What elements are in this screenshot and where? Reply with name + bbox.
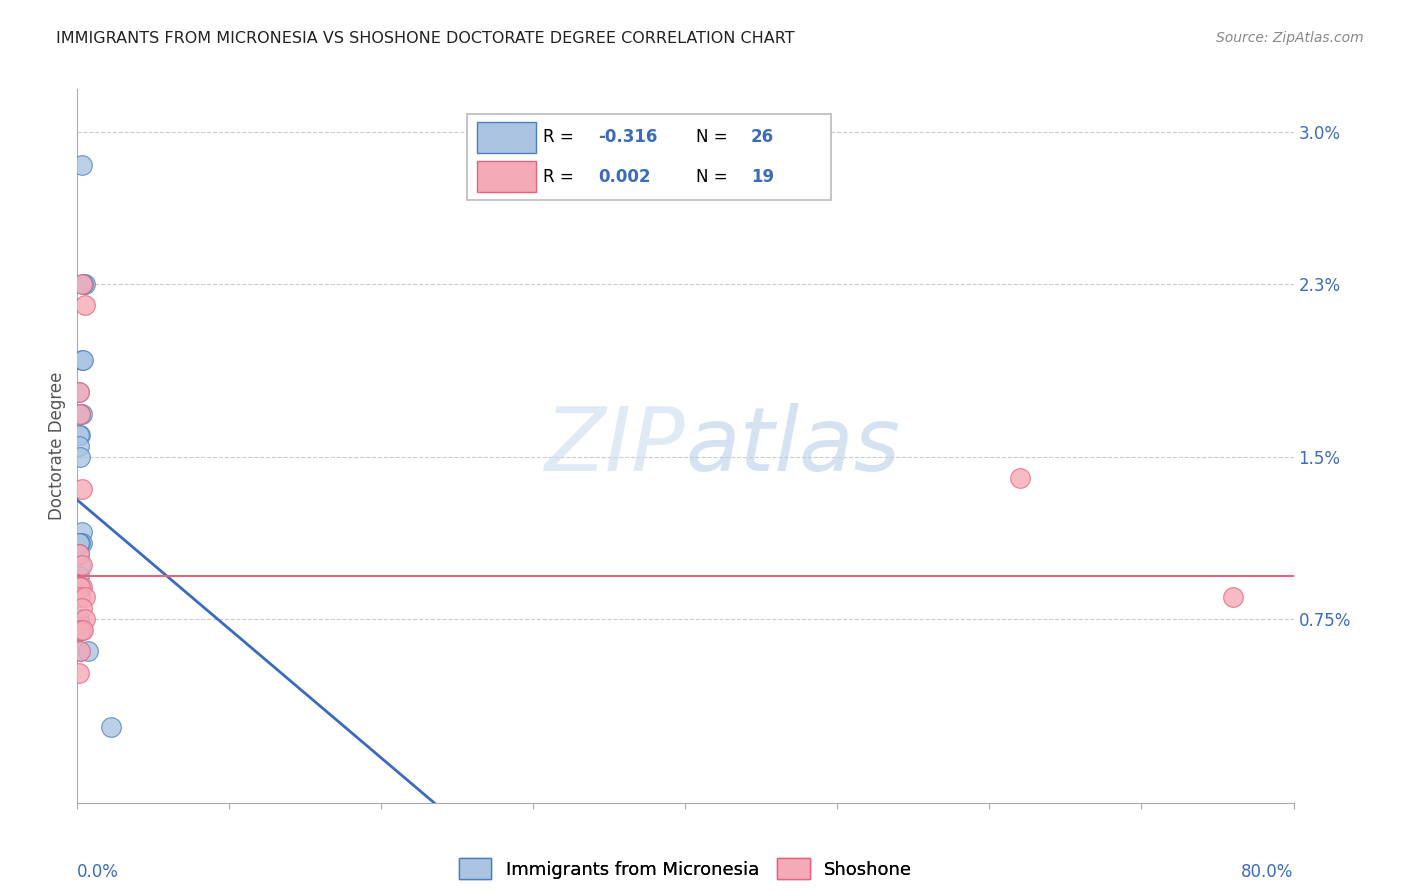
Point: [67, 547, 90, 561]
Point: [67, 623, 90, 637]
Point: [69, 450, 91, 464]
Point: [70, 525, 93, 540]
Text: IMMIGRANTS FROM MICRONESIA VS SHOSHONE DOCTORATE DEGREE CORRELATION CHART: IMMIGRANTS FROM MICRONESIA VS SHOSHONE D…: [56, 31, 794, 46]
Point: [70, 580, 93, 594]
Point: [70, 623, 93, 637]
Text: R =: R =: [543, 168, 579, 186]
Point: [69, 591, 91, 605]
Point: [73, 277, 96, 291]
Point: [67, 568, 90, 582]
Point: [67, 536, 90, 550]
Point: [67, 612, 90, 626]
Text: 26: 26: [751, 128, 775, 146]
Text: -0.316: -0.316: [598, 128, 657, 146]
Point: [70, 277, 93, 291]
Point: [69, 623, 91, 637]
Text: ZIP: ZIP: [544, 403, 686, 489]
Text: 19: 19: [751, 168, 775, 186]
Point: [70, 158, 93, 172]
Point: [1222, 591, 1244, 605]
Point: [70, 536, 93, 550]
FancyBboxPatch shape: [478, 161, 536, 192]
Text: atlas: atlas: [686, 403, 900, 489]
Point: [67, 428, 90, 442]
Text: 0.0%: 0.0%: [77, 863, 120, 881]
Point: [67, 547, 90, 561]
Point: [67, 666, 90, 681]
Point: [73, 591, 96, 605]
Point: [70, 407, 93, 421]
Point: [69, 428, 91, 442]
Point: [69, 580, 91, 594]
FancyBboxPatch shape: [478, 122, 536, 153]
Point: [73, 612, 96, 626]
Text: 0.002: 0.002: [598, 168, 651, 186]
Point: [69, 407, 91, 421]
Point: [69, 580, 91, 594]
Point: [69, 644, 91, 658]
Point: [67, 384, 90, 399]
Point: [69, 407, 91, 421]
Point: [70, 482, 93, 496]
Y-axis label: Doctorate Degree: Doctorate Degree: [48, 372, 66, 520]
Point: [77, 644, 100, 658]
Point: [73, 298, 96, 312]
Legend: Immigrants from Micronesia, Shoshone: Immigrants from Micronesia, Shoshone: [451, 851, 920, 887]
Point: [70, 601, 93, 615]
Point: [67, 439, 90, 453]
Point: [1008, 471, 1031, 485]
Point: [72, 352, 94, 367]
Text: N =: N =: [696, 128, 734, 146]
Point: [100, 720, 122, 734]
Point: [70, 558, 93, 572]
Point: [72, 277, 94, 291]
Text: Source: ZipAtlas.com: Source: ZipAtlas.com: [1216, 31, 1364, 45]
Text: N =: N =: [696, 168, 734, 186]
Point: [69, 558, 91, 572]
Text: 80.0%: 80.0%: [1241, 863, 1294, 881]
Text: R =: R =: [543, 128, 579, 146]
FancyBboxPatch shape: [467, 114, 831, 200]
Point: [69, 644, 91, 658]
Point: [69, 536, 91, 550]
Point: [67, 384, 90, 399]
Point: [70, 352, 93, 367]
Point: [72, 623, 94, 637]
